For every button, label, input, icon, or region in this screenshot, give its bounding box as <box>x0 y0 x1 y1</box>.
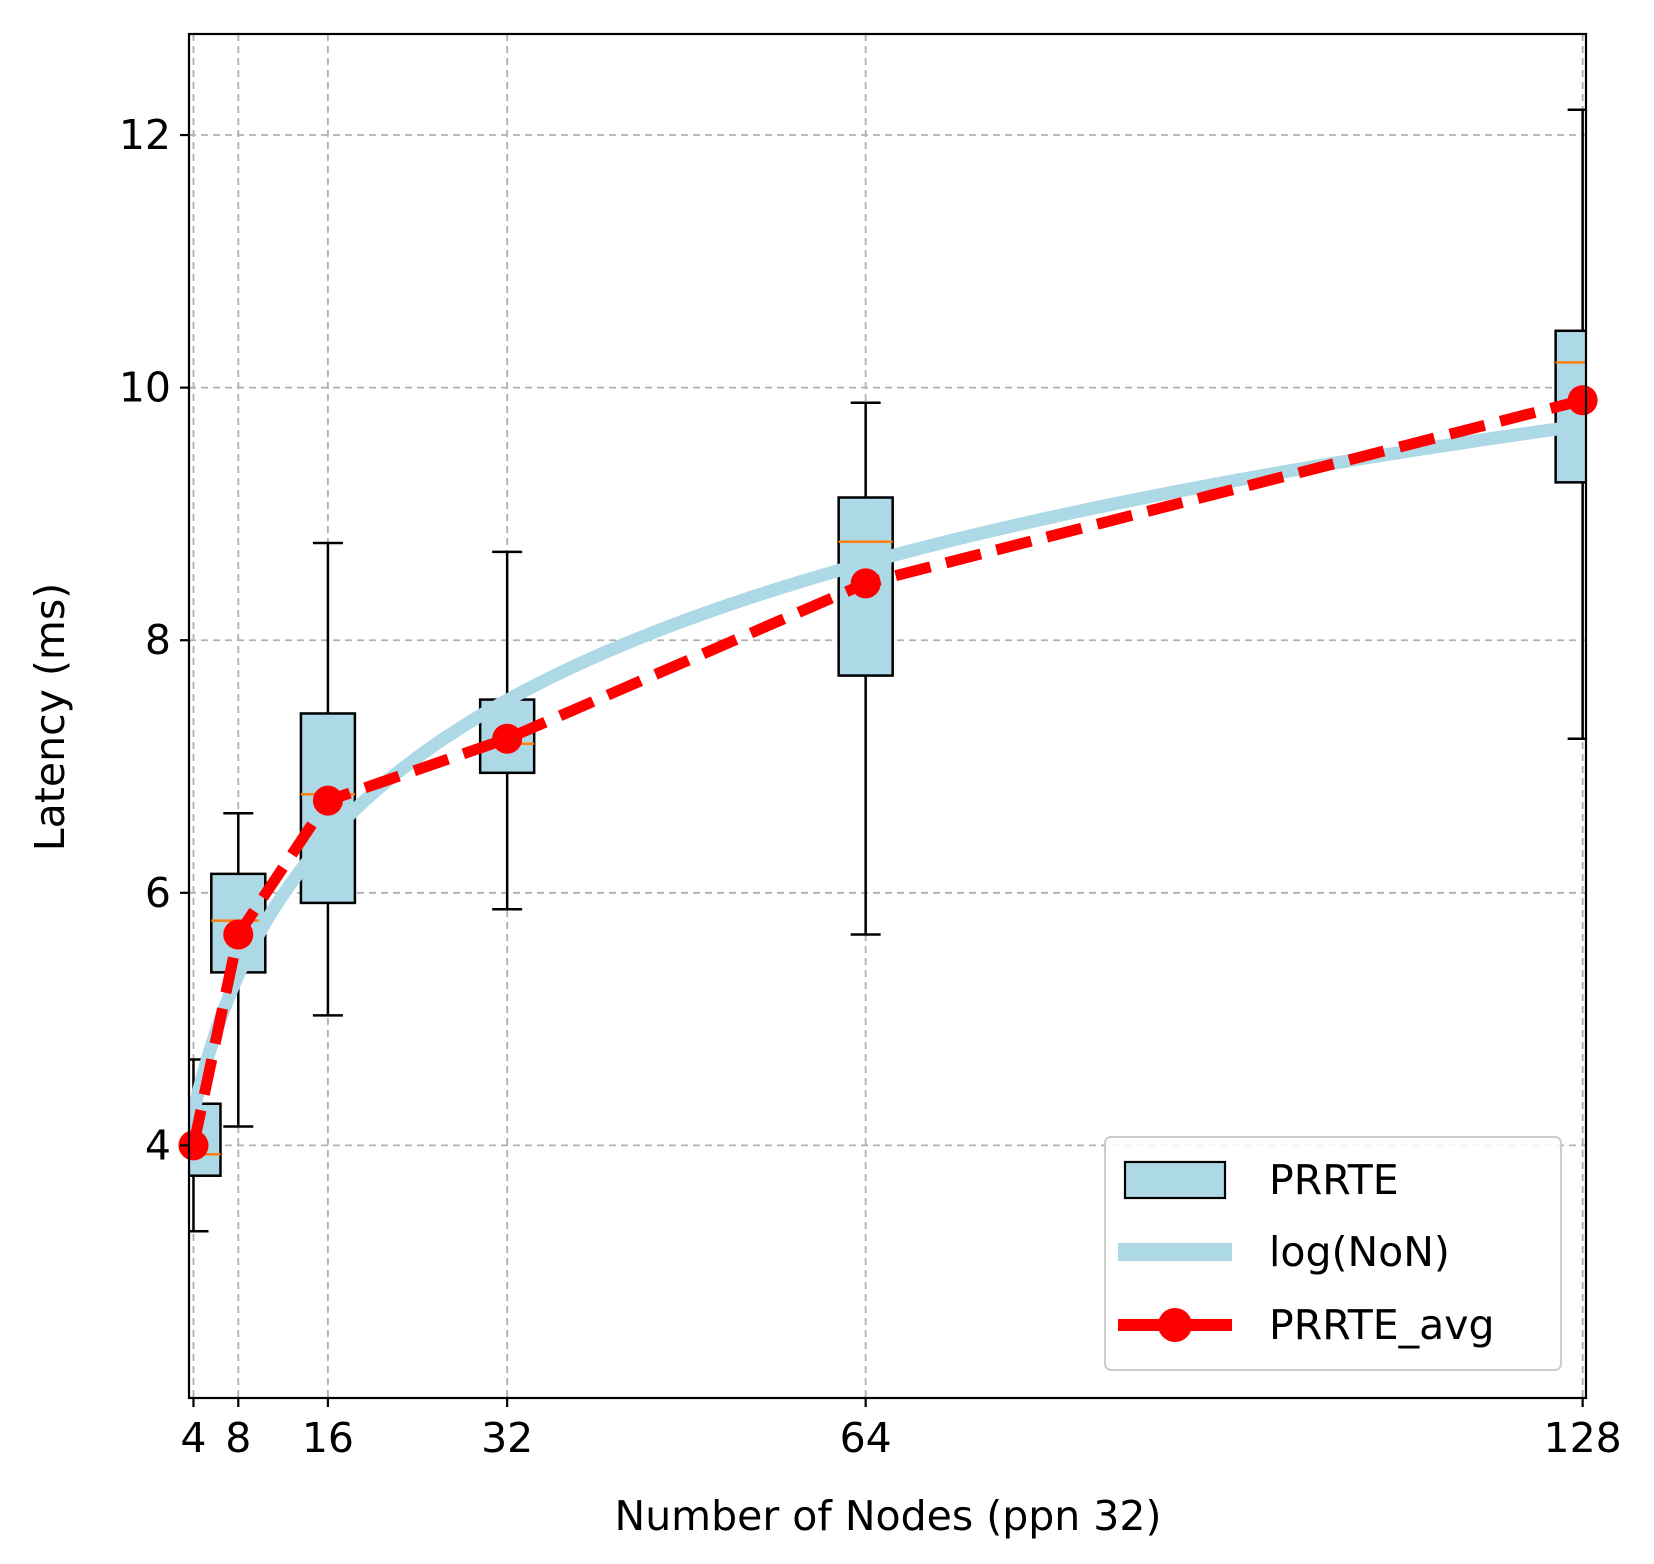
average-point <box>1567 385 1598 416</box>
x-tick-label: 16 <box>302 1414 354 1462</box>
average-line <box>188 394 1585 1147</box>
x-axis-title: Number of Nodes (ppn 32) <box>615 1492 1162 1540</box>
average-point <box>492 723 523 754</box>
y-tick-label: 6 <box>145 869 171 917</box>
average-series <box>178 385 1598 1161</box>
x-tick-label: 4 <box>180 1414 206 1462</box>
x-tick-label: 32 <box>481 1414 533 1462</box>
legend: PRRTE log(NoN) PRRTE_avg <box>1104 1136 1562 1371</box>
y-axis-title: Latency (ms) <box>26 583 74 851</box>
legend-marker-avg <box>1158 1308 1192 1342</box>
legend-swatch-box <box>1123 1160 1227 1200</box>
legend-label-fit: log(NoN) <box>1269 1228 1450 1276</box>
y-tick-label: 10 <box>119 364 171 412</box>
x-tick-label: 64 <box>840 1414 892 1462</box>
legend-label-box: PRRTE <box>1269 1156 1399 1204</box>
average-point <box>178 1130 209 1161</box>
legend-label-avg: PRRTE_avg <box>1269 1301 1495 1349</box>
y-tick-label: 12 <box>119 111 171 159</box>
y-tick-label: 4 <box>145 1121 171 1169</box>
average-point <box>312 785 343 816</box>
x-tick-label: 8 <box>225 1414 251 1462</box>
average-point <box>223 919 254 950</box>
plot-frame <box>187 32 1588 1400</box>
average-point <box>850 568 881 599</box>
x-tick-label: 128 <box>1544 1414 1622 1462</box>
y-tick-label: 8 <box>145 616 171 664</box>
